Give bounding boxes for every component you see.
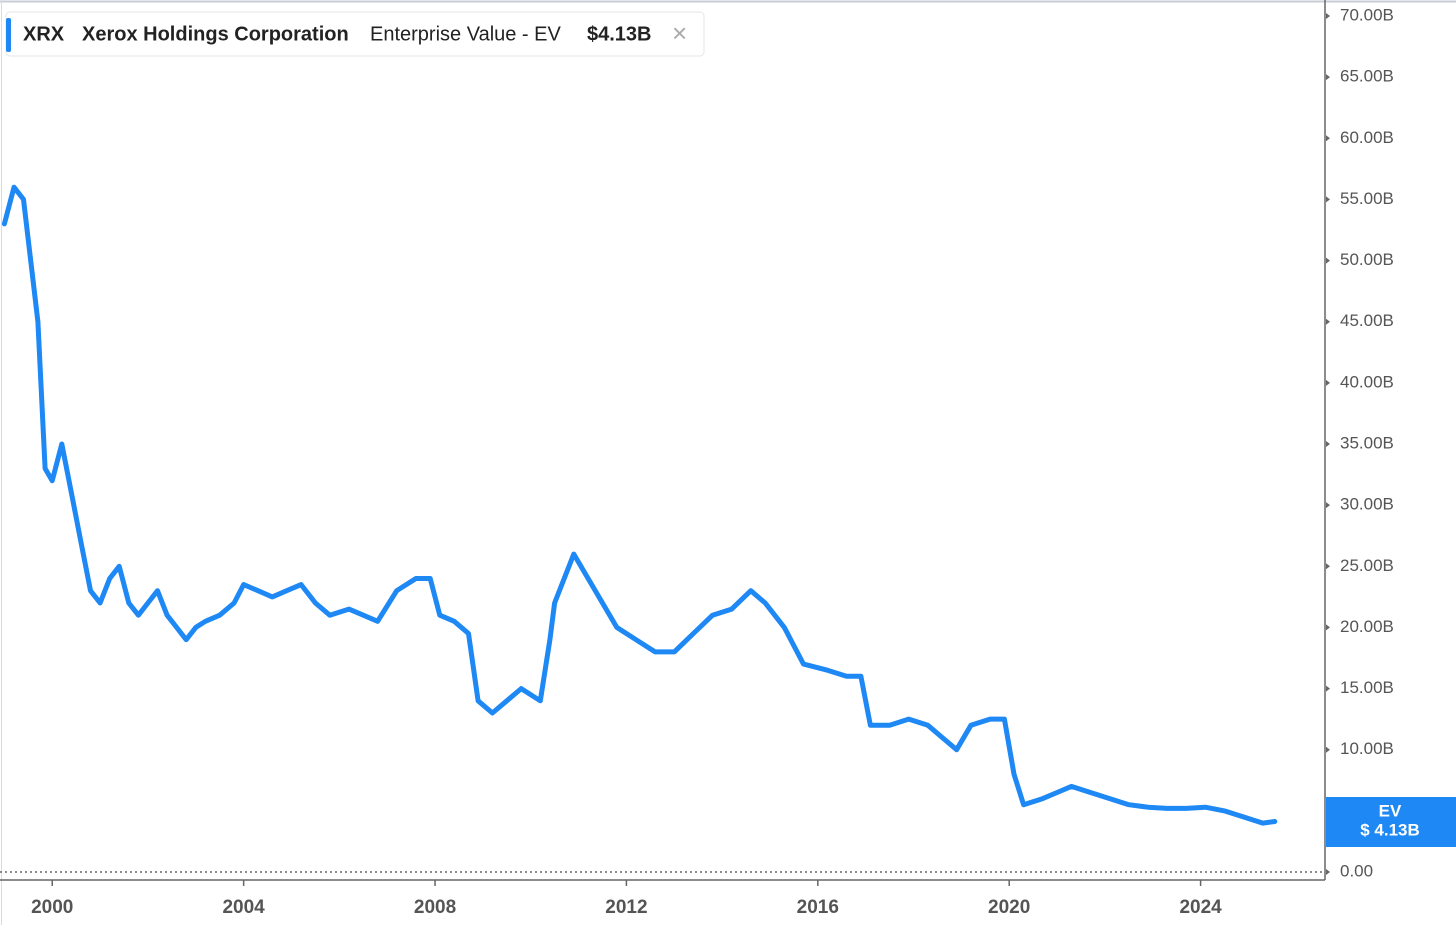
y-tick-label: 65.00B (1340, 67, 1394, 86)
x-tick-label: 2004 (222, 897, 265, 918)
y-tick-mark (1326, 257, 1330, 264)
y-tick-label: 10.00B (1340, 739, 1394, 758)
plot-area (1, 184, 1278, 826)
header-swatch (6, 18, 11, 52)
x-tick-label: 2012 (605, 897, 647, 918)
y-tick-mark (1326, 196, 1330, 203)
x-tick-label: 2024 (1179, 897, 1222, 918)
y-tick-mark (1326, 869, 1330, 875)
y-tick-mark (1326, 502, 1330, 509)
y-tick-label: 50.00B (1340, 250, 1394, 269)
y-tick-label: 45.00B (1340, 311, 1394, 330)
x-tick-label: 2020 (988, 897, 1030, 918)
last-value-label: $ 4.13B (1360, 820, 1420, 839)
y-tick-mark (1326, 685, 1330, 692)
ticker: XRX (23, 23, 65, 45)
y-tick-label: 25.00B (1340, 556, 1394, 575)
y-tick-label: 55.00B (1340, 189, 1394, 208)
series-line (1, 184, 1278, 826)
y-tick-label: 35.00B (1340, 433, 1394, 452)
close-button[interactable]: × (672, 18, 687, 48)
y-tick-mark (1326, 74, 1330, 81)
y-tick-mark (1326, 135, 1330, 142)
y-tick-mark (1326, 746, 1330, 753)
y-tick-label: 20.00B (1340, 617, 1394, 636)
y-tick-mark (1326, 13, 1330, 19)
legend-header: XRX Xerox Holdings Corporation Enterpris… (5, 11, 705, 57)
header-value: $4.13B (587, 23, 652, 45)
y-tick-label: 40.00B (1340, 372, 1394, 391)
y-tick-label: 15.00B (1340, 678, 1394, 697)
last-value-badge (1326, 797, 1456, 847)
y-tick-mark (1326, 318, 1330, 325)
y-tick-label: 70.00B (1340, 5, 1394, 24)
y-tick-label: 60.00B (1340, 128, 1394, 147)
y-tick-mark (1326, 441, 1330, 447)
y-tick-label: 30.00B (1340, 495, 1394, 514)
y-tick-label: 0.00 (1340, 861, 1373, 880)
y-tick-mark (1326, 624, 1330, 631)
x-tick-label: 2000 (31, 897, 73, 918)
last-value-name: EV (1379, 801, 1402, 820)
metric: Enterprise Value - EV (370, 23, 561, 45)
company-name: Xerox Holdings Corporation (82, 23, 349, 45)
y-tick-mark (1326, 379, 1330, 386)
x-tick-label: 2016 (797, 897, 839, 918)
y-tick-mark (1326, 563, 1330, 570)
x-tick-label: 2008 (414, 897, 456, 918)
